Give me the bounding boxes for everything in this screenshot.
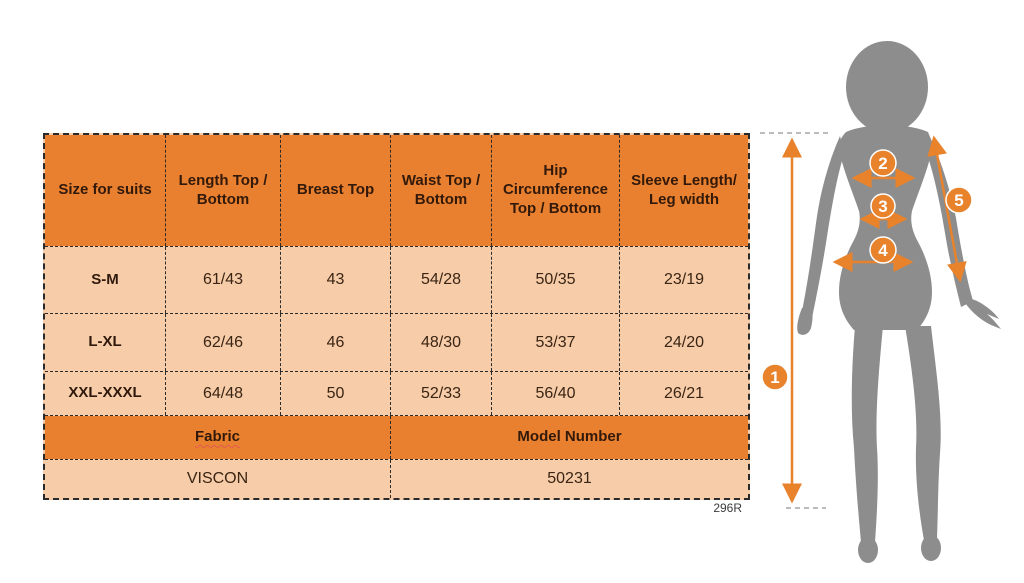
sleeve-arrow-5 [927,135,967,283]
header-waist: Waist Top / Bottom [391,135,492,246]
row-label: L-XL [45,314,166,371]
table-cell: 46 [281,314,391,371]
figure-silhouette [797,41,1001,563]
table-cell: 23/19 [663,271,705,288]
left-arm-shape [801,136,845,318]
badge-1-circle [761,363,789,391]
table-header-row: Size for suits Length Top / Bottom Breas… [45,135,748,247]
table-cell: 64/48 [166,372,281,415]
right-hand-shape [962,297,1001,329]
woman-silhouette-diagram: 1 2 3 4 5 [760,41,1001,563]
table-cell: 61/43 [166,247,281,313]
badge-1-label: 1 [770,368,779,387]
head-shape [846,41,928,133]
table-cell: 43 [281,247,391,313]
header-sleeve: Sleeve Length/ Leg width [620,135,748,246]
table-cell: 50/35 [492,247,620,313]
badge-5-circle [945,186,973,214]
table-row-xxl-xxxl: XXL-XXXL 64/48 50 52/33 56/40 26/21 [45,372,748,416]
badge-4-label: 4 [878,241,888,260]
badge-5-label: 5 [954,191,963,210]
reference-code: 296R [713,501,742,515]
badge-2-label: 2 [878,154,887,173]
row-label: S-M [45,247,166,313]
measurement-figure: 1 2 3 4 5 [758,18,1024,578]
header-length: Length Top / Bottom [166,135,281,246]
badge-3-label: 3 [878,197,887,216]
right-foot-shape [921,535,941,561]
table-cell: 48/30 [391,314,492,371]
table-cell: 26/21 [663,384,705,402]
table-cell: 24/20 [663,333,705,351]
left-hand-shape [797,308,813,335]
model-number-value: 50231 [547,470,592,487]
table-row-l-xl: L-XL 62/46 46 48/30 53/37 24/20 [45,314,748,372]
fabric-value: VISCON [45,460,391,498]
measurement-arrows [782,135,967,504]
header-hip: Hip Circumference Top / Bottom [492,135,620,246]
table-cell: 62/46 [166,314,281,371]
table-cell: 56/40 [492,372,620,415]
right-leg-shape [905,326,941,540]
left-leg-shape [851,326,883,542]
fabric-label: Fabric [194,428,240,446]
table-footer-header-row: Fabric Model Number [45,416,748,460]
badge-4-circle [869,236,897,264]
table-footer-value-row: VISCON 50231 [45,460,748,498]
table-cell: 52/33 [391,372,492,415]
header-breast: Breast Top [281,135,391,246]
header-size-for-suits: Size for suits [45,135,166,246]
measurement-badges: 1 2 3 4 5 [761,149,973,391]
table-cell: 54/28 [391,247,492,313]
left-foot-shape [858,537,878,563]
row-label: XXL-XXXL [45,372,166,415]
size-table: Size for suits Length Top / Bottom Breas… [43,133,750,500]
table-row-s-m: S-M 61/43 43 54/28 50/35 23/19 [45,247,748,314]
badge-3-circle [870,193,896,219]
table-cell: 53/37 [492,314,620,371]
badge-2-circle [869,149,897,177]
model-number-label: Model Number [391,416,748,459]
table-cell: 50 [281,372,391,415]
